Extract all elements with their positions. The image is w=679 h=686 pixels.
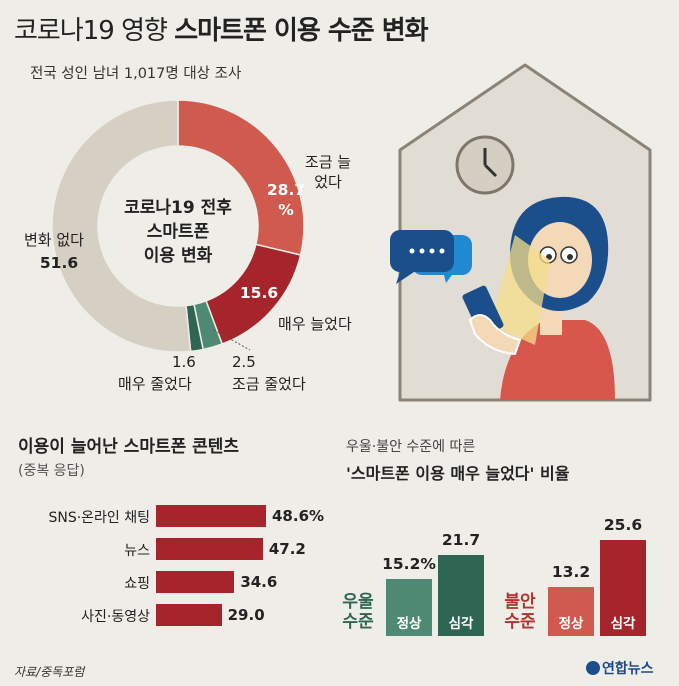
level-bar: 정상 [548, 586, 594, 636]
person-with-phone-icon [462, 196, 615, 400]
page-title: 코로나19 영향 스마트폰 이용 수준 변화 [14, 10, 429, 47]
level-bar-label: 심각 [610, 616, 636, 632]
content-bar-value: 48.6% [272, 507, 325, 525]
content-bar-value: 34.6 [240, 573, 278, 591]
leader-line [194, 329, 197, 351]
house-illustration [390, 63, 652, 402]
content-chart-subtitle: (중복 응답) [18, 463, 85, 479]
slice-value-text: 28.7 % [266, 181, 306, 219]
slice-value-greatly-decreased: 1.6 [172, 353, 196, 371]
group-label-line: 수준 [342, 612, 374, 632]
slice-label-slightly-decreased: 조금 줄었다 [232, 375, 306, 393]
clock-icon [455, 135, 515, 195]
slice-value-slightly-increased: 28.7 % [266, 180, 306, 220]
speech-bubble-icon [390, 230, 472, 284]
group-label-line: 수준 [504, 612, 536, 632]
logo-text: 연합뉴스 [602, 661, 654, 677]
source-text: 자료/중독포럼 [14, 665, 85, 679]
content-bar-label: 쇼핑 [124, 576, 150, 592]
level-bar-label: 심각 [448, 616, 474, 632]
slice-slightly-increased [177, 99, 305, 256]
slice-value-greatly-increased: 15.6 [239, 284, 279, 302]
title-part2: 스마트폰 이용 수준 변화 [174, 16, 428, 46]
title-part1: 코로나19 영향 [14, 16, 168, 46]
level-bar-value: 21.7 [441, 530, 481, 549]
slice-label-slightly-increased: 조금 늘었다 [298, 152, 358, 192]
logo-icon [586, 661, 600, 675]
page-subtitle: 전국 성인 남녀 1,017명 대상 조사 [30, 66, 242, 82]
content-bar-value: 29.0 [227, 606, 265, 624]
level-bar-label: 정상 [396, 616, 422, 632]
group-label: 우울 수준 [338, 592, 378, 632]
center-label-line2: 스마트폰 [146, 222, 210, 242]
content-bar [156, 571, 235, 593]
slice-value-no-change: 51.6 [39, 254, 79, 272]
level-bar-value: 15.2% [382, 555, 436, 573]
level-chart-title-line1: 우울·불안 수준에 따른 [346, 439, 476, 455]
content-bar-label: 사진·동영상 [81, 609, 150, 625]
level-bar-value: 13.2 [551, 562, 591, 581]
slice-label-greatly-increased: 매우 늘었다 [278, 315, 352, 333]
level-bar-label: 정상 [558, 616, 584, 632]
center-label-line3: 이용 변화 [143, 246, 213, 266]
content-bar [156, 604, 222, 626]
content-bar-label: 뉴스 [124, 543, 150, 559]
level-chart-title-line2: '스마트폰 이용 매우 늘었다' 비율 [346, 464, 570, 483]
level-bar: 정상 [386, 579, 432, 636]
group-label-line: 불안 [504, 592, 536, 612]
content-bar-label: SNS·온라인 채팅 [48, 510, 150, 526]
donut-center-label: 코로나19 전후 스마트폰 이용 변화 [108, 196, 248, 268]
leader-line [213, 329, 251, 351]
level-bar: 심각 [438, 554, 484, 636]
level-bar-value: 25.6 [603, 516, 643, 534]
slice-value-slightly-decreased: 2.5 [232, 353, 256, 371]
logo: 연합뉴스 [586, 658, 654, 678]
group-label: 불안 수준 [500, 592, 540, 632]
level-bar: 심각 [600, 540, 646, 636]
content-bar-value: 47.2 [268, 540, 306, 558]
center-label-line1: 코로나19 전후 [124, 198, 232, 218]
slice-label-text: 조금 늘었다 [304, 153, 352, 191]
donut-hole [99, 147, 257, 305]
content-bar [156, 538, 263, 560]
slice-label-greatly-decreased: 매우 줄었다 [118, 375, 192, 393]
group-label-line: 우울 [342, 592, 374, 612]
content-chart-title: 이용이 늘어난 스마트폰 콘텐츠 [18, 437, 240, 457]
slice-no-change [51, 99, 192, 353]
slice-label-no-change: 변화 없다 [24, 231, 84, 249]
content-bar [156, 505, 266, 527]
